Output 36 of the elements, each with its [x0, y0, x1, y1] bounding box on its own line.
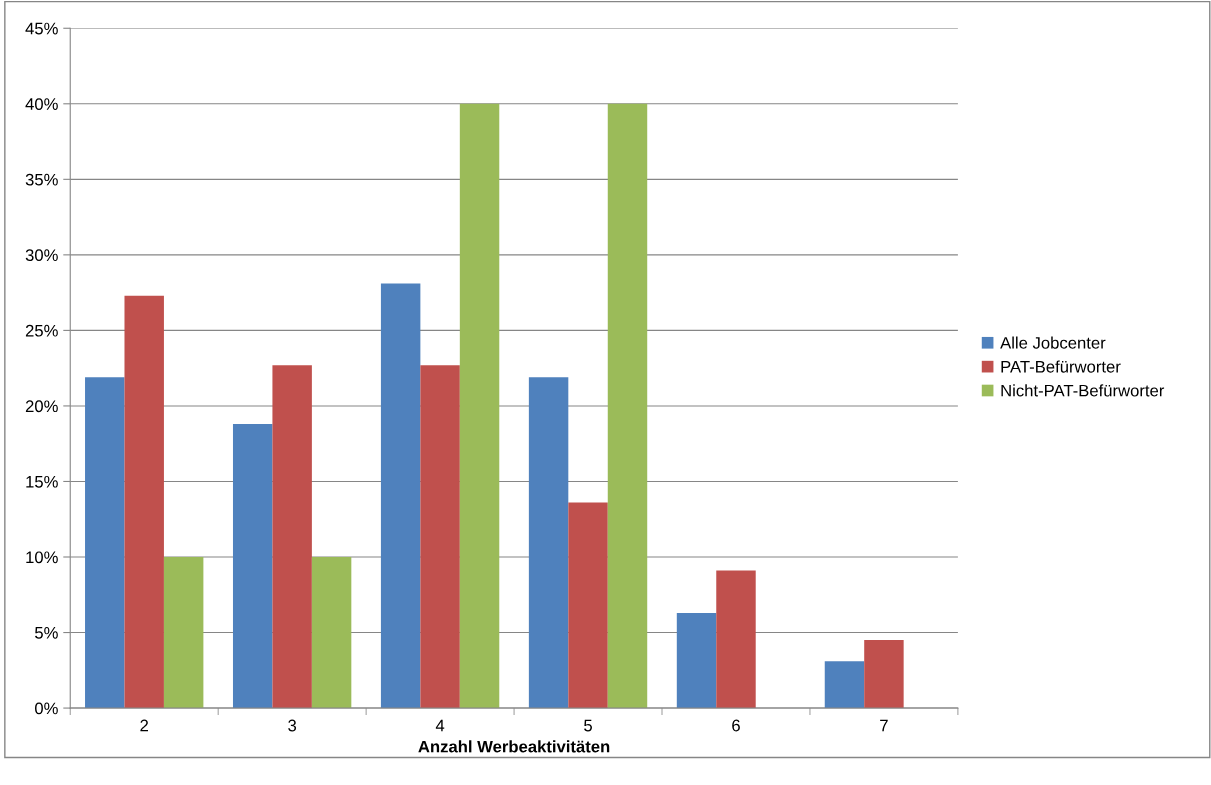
x-tick-label: 2 [140, 719, 149, 732]
legend-label: Alle Jobcenter [1000, 336, 1106, 349]
bar [380, 283, 421, 709]
y-tick-label: 45% [25, 22, 58, 35]
x-tick-label: 7 [880, 719, 888, 732]
y-tick-label: 20% [25, 400, 58, 413]
y-tick-label: 25% [25, 324, 58, 337]
bar [311, 557, 352, 709]
bar [85, 377, 125, 709]
bar [420, 365, 460, 709]
bar [568, 502, 608, 709]
bar [824, 661, 865, 709]
y-tick-label: 0% [34, 702, 58, 715]
bar [676, 612, 717, 709]
y-tick-label: 10% [26, 551, 58, 564]
bar [716, 570, 756, 709]
x-tick-label: 6 [732, 719, 740, 732]
bar [232, 424, 273, 709]
y-tick-label: 15% [26, 475, 58, 488]
x-tick-label: 4 [435, 719, 445, 732]
bar [607, 103, 648, 709]
bar [272, 365, 312, 709]
x-tick-label: 3 [288, 719, 297, 732]
legend-label: Nicht-PAT-Befürworter [1001, 384, 1165, 397]
legend-label: PAT-Befürworter [1001, 360, 1121, 373]
x-axis-title: Anzahl Werbeaktivitäten [418, 740, 610, 753]
bar [124, 295, 164, 709]
y-tick-label: 40% [25, 98, 58, 110]
bar [528, 377, 569, 709]
bar [864, 640, 904, 709]
bar [163, 557, 204, 709]
x-tick-label: 5 [584, 719, 592, 732]
y-tick-label: 30% [25, 249, 58, 262]
bar [459, 103, 500, 709]
y-tick-label: 35% [25, 173, 58, 186]
y-tick-label: 5% [35, 627, 58, 639]
